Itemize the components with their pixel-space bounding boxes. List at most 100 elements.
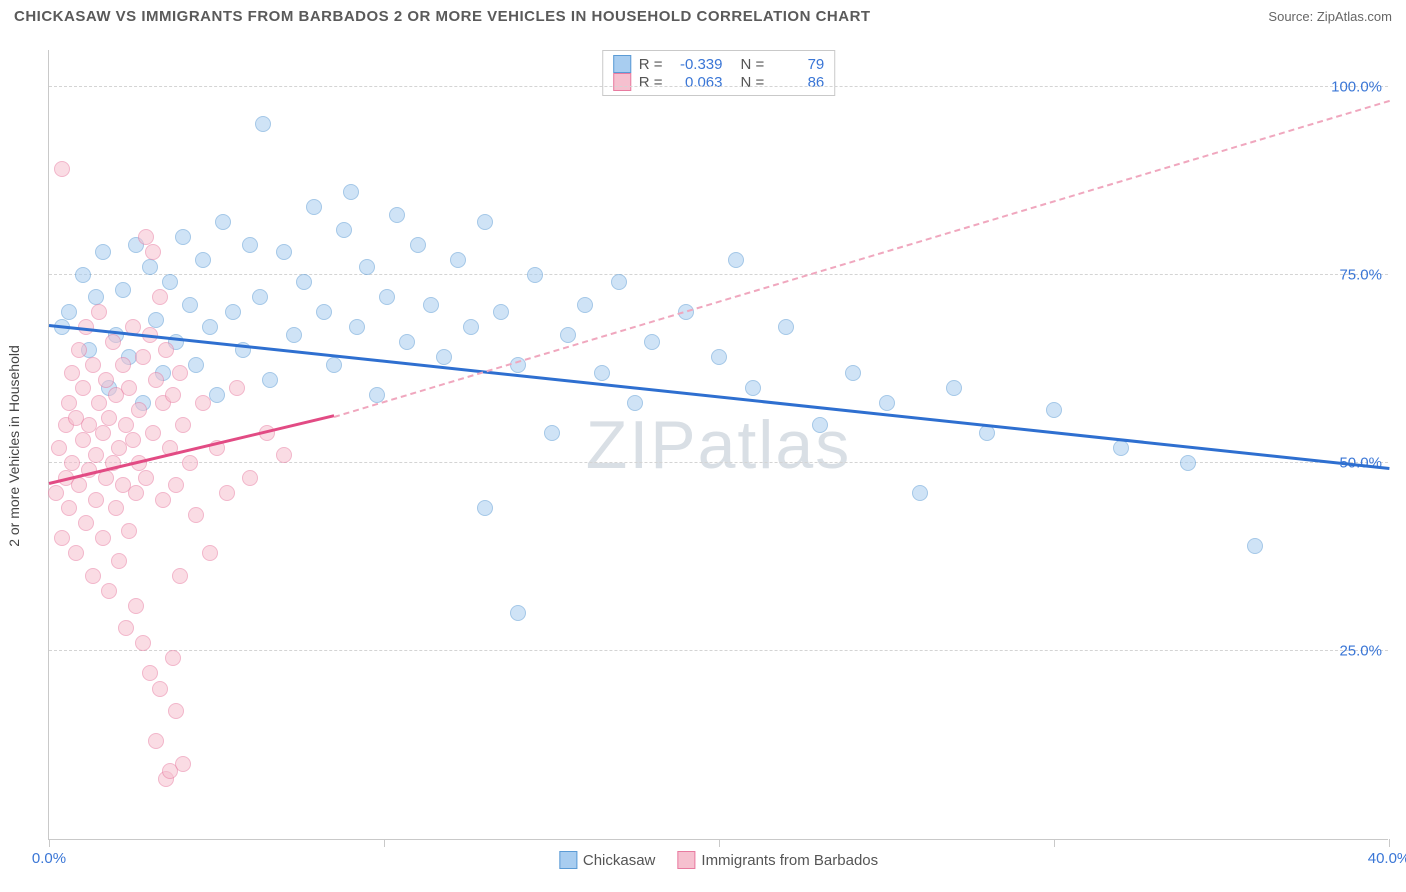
scatter-plot-area: ZIPatlas R =-0.339N =79R =0.063N =86 Chi… [48, 50, 1388, 840]
x-tick [1389, 839, 1390, 847]
data-point [95, 244, 111, 260]
x-tick [49, 839, 50, 847]
data-point [128, 598, 144, 614]
data-point [145, 425, 161, 441]
n-label: N = [741, 56, 765, 73]
data-point [155, 492, 171, 508]
data-point [225, 304, 241, 320]
data-point [343, 184, 359, 200]
legend-label: Chickasaw [583, 852, 656, 869]
data-point [745, 380, 761, 396]
data-point [75, 432, 91, 448]
data-point [389, 207, 405, 223]
data-point [242, 237, 258, 253]
data-point [172, 568, 188, 584]
data-point [477, 500, 493, 516]
legend-swatch [677, 851, 695, 869]
data-point [510, 605, 526, 621]
data-point [436, 349, 452, 365]
y-tick-label: 25.0% [1339, 642, 1382, 659]
data-point [306, 199, 322, 215]
data-point [85, 357, 101, 373]
gridline [49, 274, 1388, 275]
data-point [1113, 440, 1129, 456]
data-point [91, 304, 107, 320]
data-point [188, 507, 204, 523]
data-point [946, 380, 962, 396]
data-point [48, 485, 64, 501]
data-point [121, 380, 137, 396]
data-point [778, 319, 794, 335]
data-point [165, 650, 181, 666]
legend-swatch [559, 851, 577, 869]
data-point [477, 214, 493, 230]
data-point [182, 455, 198, 471]
data-point [215, 214, 231, 230]
data-point [255, 116, 271, 132]
data-point [326, 357, 342, 373]
data-point [379, 289, 395, 305]
data-point [135, 349, 151, 365]
stats-row: R =-0.339N =79 [613, 55, 825, 73]
data-point [162, 274, 178, 290]
trend-line [333, 100, 1389, 418]
source-label: Source: [1268, 9, 1313, 24]
data-point [95, 425, 111, 441]
data-point [711, 349, 727, 365]
source-attribution: Source: ZipAtlas.com [1268, 9, 1392, 24]
x-tick-label: 40.0% [1368, 850, 1406, 867]
data-point [54, 161, 70, 177]
data-point [399, 334, 415, 350]
data-point [577, 297, 593, 313]
data-point [135, 635, 151, 651]
data-point [68, 545, 84, 561]
data-point [158, 342, 174, 358]
data-point [242, 470, 258, 486]
data-point [98, 372, 114, 388]
data-point [138, 229, 154, 245]
y-tick-label: 75.0% [1339, 266, 1382, 283]
n-value: 79 [772, 56, 824, 73]
data-point [71, 477, 87, 493]
data-point [912, 485, 928, 501]
n-value: 86 [772, 74, 824, 91]
data-point [219, 485, 235, 501]
data-point [108, 500, 124, 516]
r-label: R = [639, 74, 663, 91]
data-point [359, 259, 375, 275]
data-point [627, 395, 643, 411]
data-point [175, 229, 191, 245]
data-point [845, 365, 861, 381]
data-point [527, 267, 543, 283]
legend-swatch [613, 73, 631, 91]
data-point [131, 402, 147, 418]
data-point [125, 432, 141, 448]
data-point [611, 274, 627, 290]
data-point [142, 259, 158, 275]
gridline [49, 86, 1388, 87]
data-point [349, 319, 365, 335]
data-point [182, 297, 198, 313]
data-point [148, 372, 164, 388]
x-tick-label: 0.0% [32, 850, 66, 867]
x-tick [719, 839, 720, 847]
data-point [61, 500, 77, 516]
data-point [128, 485, 144, 501]
data-point [276, 244, 292, 260]
data-point [101, 583, 117, 599]
data-point [152, 681, 168, 697]
data-point [85, 568, 101, 584]
data-point [121, 523, 137, 539]
data-point [172, 365, 188, 381]
data-point [78, 515, 94, 531]
data-point [54, 530, 70, 546]
source-name: ZipAtlas.com [1317, 9, 1392, 24]
watermark: ZIPatlas [586, 406, 851, 484]
data-point [262, 372, 278, 388]
gridline [49, 650, 1388, 651]
data-point [493, 304, 509, 320]
data-point [286, 327, 302, 343]
data-point [594, 365, 610, 381]
data-point [152, 289, 168, 305]
data-point [91, 395, 107, 411]
